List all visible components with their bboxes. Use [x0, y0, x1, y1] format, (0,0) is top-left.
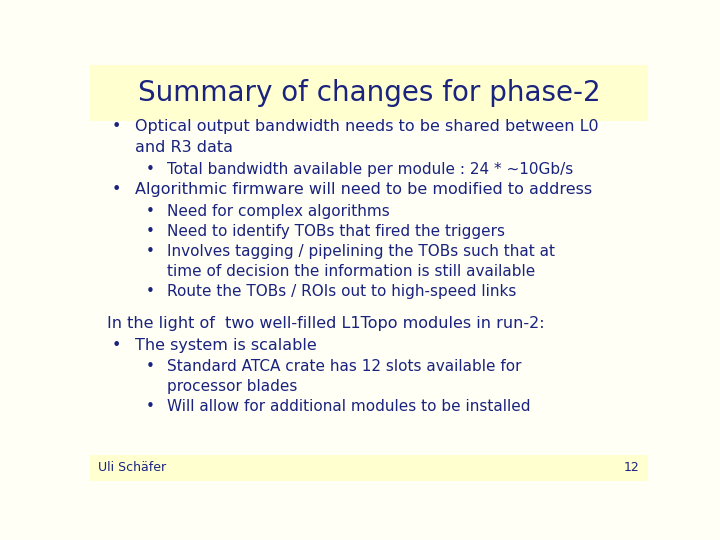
- FancyBboxPatch shape: [90, 455, 648, 481]
- Text: •: •: [111, 182, 120, 197]
- Text: •: •: [145, 162, 155, 177]
- Text: time of decision the information is still available: time of decision the information is stil…: [167, 264, 535, 279]
- Text: and R3 data: and R3 data: [135, 140, 233, 156]
- Text: •: •: [145, 399, 155, 414]
- Text: Involves tagging / pipelining the TOBs such that at: Involves tagging / pipelining the TOBs s…: [167, 244, 555, 259]
- Text: •: •: [145, 359, 155, 374]
- Text: Summary of changes for phase-2: Summary of changes for phase-2: [138, 79, 600, 107]
- Text: Need to identify TOBs that fired the triggers: Need to identify TOBs that fired the tri…: [167, 224, 505, 239]
- Text: Route the TOBs / ROIs out to high-speed links: Route the TOBs / ROIs out to high-speed …: [167, 284, 516, 299]
- Text: Optical output bandwidth needs to be shared between L0: Optical output bandwidth needs to be sha…: [135, 119, 598, 134]
- Text: Will allow for additional modules to be installed: Will allow for additional modules to be …: [167, 399, 531, 414]
- Text: Uli Schäfer: Uli Schäfer: [99, 461, 166, 474]
- Text: Algorithmic firmware will need to be modified to address: Algorithmic firmware will need to be mod…: [135, 182, 592, 197]
- Text: •: •: [145, 284, 155, 299]
- Text: processor blades: processor blades: [167, 379, 297, 394]
- Text: •: •: [145, 224, 155, 239]
- Text: •: •: [111, 338, 120, 353]
- Text: •: •: [111, 119, 120, 134]
- Text: •: •: [145, 244, 155, 259]
- Text: •: •: [145, 204, 155, 219]
- Text: The system is scalable: The system is scalable: [135, 338, 316, 353]
- FancyBboxPatch shape: [90, 65, 648, 121]
- Text: 12: 12: [624, 461, 639, 474]
- Text: Need for complex algorithms: Need for complex algorithms: [167, 204, 390, 219]
- Text: In the light of  two well-filled L1Topo modules in run-2:: In the light of two well-filled L1Topo m…: [107, 316, 544, 331]
- Text: Total bandwidth available per module : 24 * ~10Gb/s: Total bandwidth available per module : 2…: [167, 162, 573, 177]
- Text: Standard ATCA crate has 12 slots available for: Standard ATCA crate has 12 slots availab…: [167, 359, 521, 374]
